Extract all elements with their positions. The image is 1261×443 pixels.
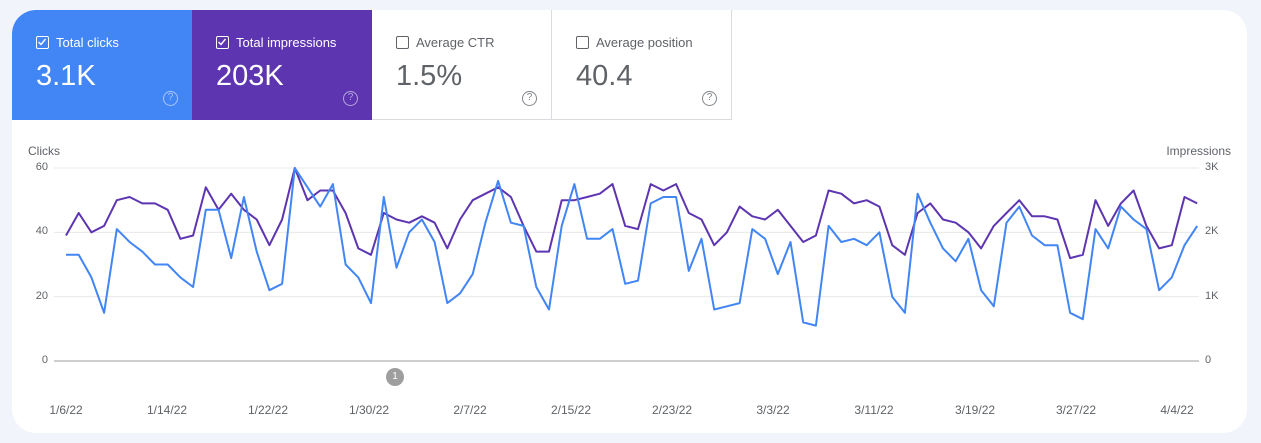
- left-axis-tick: 60: [35, 161, 48, 173]
- metric-tabs: Total clicks 3.1K ? Total impressions 20…: [12, 10, 732, 120]
- metric-label: Average CTR: [416, 35, 495, 50]
- help-icon[interactable]: ?: [343, 91, 358, 106]
- x-axis-tick: 1/6/22: [49, 403, 83, 417]
- x-axis-tick: 4/4/22: [1160, 403, 1194, 417]
- clicks-line: [66, 167, 1199, 327]
- x-axis-tick: 2/15/22: [551, 403, 592, 417]
- right-axis-tick: 2K: [1205, 225, 1219, 238]
- metric-label: Average position: [596, 35, 693, 50]
- x-axis-tick: 2/7/22: [453, 403, 487, 417]
- performance-chart: Clicks Impressions 60 3K 40 2K 20 1K 0 0 1/6/22 1…: [12, 120, 1247, 433]
- help-icon[interactable]: ?: [163, 91, 178, 106]
- x-axis-tick: 3/19/22: [955, 403, 996, 417]
- metric-total-impressions[interactable]: Total impressions 203K ?: [192, 10, 372, 120]
- left-axis-title: Clicks: [28, 144, 60, 158]
- checkbox-unchecked-icon[interactable]: [396, 36, 409, 49]
- x-axis-tick: 1/30/22: [349, 403, 390, 417]
- x-axis-tick: 1/22/22: [248, 403, 289, 417]
- checkbox-checked-icon[interactable]: [36, 36, 49, 49]
- metric-label: Total clicks: [56, 35, 119, 50]
- metric-total-clicks[interactable]: Total clicks 3.1K ?: [12, 10, 192, 120]
- x-axis-tick: 3/27/22: [1056, 403, 1097, 417]
- left-axis-tick: 0: [41, 354, 48, 366]
- annotation-marker[interactable]: 1: [386, 368, 404, 386]
- x-axis-tick: 1/14/22: [147, 403, 188, 417]
- left-axis-tick: 20: [35, 289, 48, 302]
- checkbox-unchecked-icon[interactable]: [576, 36, 589, 49]
- line-plot[interactable]: [12, 120, 1247, 433]
- left-axis-tick: 40: [35, 225, 48, 238]
- metric-average-ctr[interactable]: Average CTR 1.5% ?: [372, 10, 552, 120]
- right-axis-tick: 0: [1205, 354, 1212, 366]
- x-axis-tick: 3/3/22: [756, 403, 790, 417]
- metric-value: 40.4: [576, 60, 633, 92]
- right-axis-tick: 1K: [1205, 289, 1219, 302]
- help-icon[interactable]: ?: [702, 91, 717, 106]
- checkbox-checked-icon[interactable]: [216, 36, 229, 49]
- metric-average-position[interactable]: Average position 40.4 ?: [552, 10, 732, 120]
- metric-value: 3.1K: [36, 60, 96, 92]
- x-axis-tick: 3/11/22: [854, 403, 894, 417]
- help-icon[interactable]: ?: [522, 91, 537, 106]
- performance-card: Total clicks 3.1K ? Total impressions 20…: [12, 10, 1247, 433]
- metric-value: 203K: [216, 60, 284, 92]
- metric-label: Total impressions: [236, 35, 337, 50]
- metric-value: 1.5%: [396, 60, 463, 92]
- right-axis-title: Impressions: [1166, 144, 1231, 158]
- right-axis-tick: 3K: [1205, 161, 1219, 173]
- impressions-line: [65, 167, 1198, 260]
- x-axis-tick: 2/23/22: [652, 403, 693, 417]
